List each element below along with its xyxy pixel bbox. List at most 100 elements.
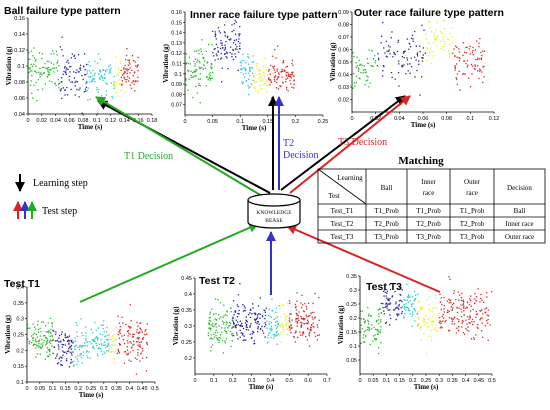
data-point-green: [42, 342, 44, 344]
data-point-red: [133, 59, 135, 62]
x-tick-label: 0.1: [467, 116, 475, 122]
data-point-green: [210, 66, 212, 68]
data-point-yellow: [263, 76, 265, 78]
data-point-red: [288, 319, 291, 321]
data-point-cyan: [92, 346, 94, 348]
y-tick-label: 0.07: [171, 103, 182, 109]
data-point-cyan: [413, 290, 416, 292]
data-point-cyan: [248, 63, 250, 65]
matching-row3-test: Test_T3: [331, 233, 354, 241]
data-point-blue: [224, 44, 226, 46]
data-point-yellow: [433, 42, 435, 44]
data-point-cyan: [99, 69, 101, 71]
matching-title: Matching: [398, 155, 444, 167]
data-point-blue: [263, 309, 265, 311]
data-point-red: [291, 86, 293, 88]
data-point-yellow: [260, 79, 263, 81]
data-point-blue: [66, 67, 68, 69]
data-point-green: [42, 66, 44, 68]
data-point-green: [56, 70, 59, 72]
data-point-blue: [244, 322, 247, 324]
data-point-blue: [416, 55, 419, 57]
data-point-red: [448, 302, 450, 304]
data-point-cyan: [85, 339, 87, 342]
data-point-blue: [264, 314, 267, 317]
data-point-blue: [385, 302, 388, 305]
data-point-blue: [73, 77, 76, 79]
data-point-blue: [400, 307, 402, 309]
data-point-blue: [85, 63, 88, 66]
data-point-yellow: [428, 296, 431, 298]
data-point-green: [190, 70, 192, 72]
data-point-blue: [244, 307, 246, 309]
data-point-cyan: [76, 358, 78, 360]
data-point-red: [130, 319, 132, 322]
data-point-red: [463, 73, 465, 75]
data-point-blue: [233, 42, 235, 44]
data-point-green: [37, 79, 40, 81]
data-point-yellow: [262, 84, 265, 86]
data-point-green: [376, 319, 378, 322]
data-point-yellow: [437, 314, 440, 317]
data-point-red: [137, 338, 139, 340]
data-point-cyan: [89, 76, 92, 78]
data-point-blue: [393, 51, 395, 53]
data-point-red: [485, 292, 488, 294]
data-point-yellow: [115, 84, 117, 86]
data-point-red: [448, 310, 451, 313]
data-point-cyan: [266, 320, 268, 322]
y-tick-label: 0.1: [349, 344, 357, 350]
data-point-red: [466, 66, 468, 68]
data-point-red: [465, 46, 467, 49]
test-arrow-t1: [79, 223, 259, 303]
data-point-blue: [74, 57, 76, 59]
x-tick-label: 0: [183, 119, 186, 125]
data-point-red: [458, 319, 460, 321]
data-point-red: [440, 322, 442, 325]
data-point-blue: [79, 67, 81, 69]
data-point-green: [46, 75, 49, 77]
data-point-cyan: [75, 356, 77, 358]
data-point-red: [462, 304, 464, 306]
data-point-blue: [382, 70, 384, 72]
data-point-cyan: [91, 80, 94, 82]
data-point-green: [224, 340, 226, 342]
data-point-cyan: [100, 350, 103, 352]
data-point-cyan: [80, 356, 83, 359]
data-point-blue: [64, 333, 66, 335]
data-point-green: [221, 327, 223, 329]
data-point-yellow: [425, 314, 427, 317]
data-point-blue: [421, 60, 424, 62]
data-point-blue: [70, 348, 73, 350]
data-point-yellow: [431, 310, 433, 313]
data-point-red: [452, 302, 455, 304]
data-point-red: [444, 320, 446, 323]
data-point-yellow: [259, 80, 261, 82]
data-point-yellow: [257, 90, 260, 92]
data-point-red: [290, 77, 293, 79]
data-point-blue: [62, 55, 64, 57]
data-point-cyan: [89, 357, 91, 359]
data-point-red: [483, 76, 485, 78]
data-point-red: [468, 48, 470, 50]
data-point-red: [293, 75, 295, 77]
data-point-cyan: [408, 309, 411, 312]
data-point-green: [213, 325, 215, 328]
data-point-yellow: [266, 84, 268, 87]
data-point-cyan: [106, 350, 108, 352]
data-point-red: [453, 48, 455, 50]
data-point-yellow: [265, 84, 268, 87]
data-point-green: [46, 337, 48, 340]
data-point-yellow: [423, 319, 426, 321]
data-point-cyan: [269, 331, 271, 333]
data-point-yellow: [426, 299, 428, 301]
data-point-blue: [221, 44, 223, 46]
data-point-green: [215, 326, 217, 328]
data-point-cyan: [266, 327, 268, 330]
data-point-blue: [386, 305, 388, 307]
data-point-blue: [84, 53, 86, 55]
data-point-blue: [237, 69, 239, 72]
data-point-cyan: [241, 68, 243, 71]
data-point-blue: [214, 34, 217, 36]
data-point-blue: [69, 71, 71, 73]
